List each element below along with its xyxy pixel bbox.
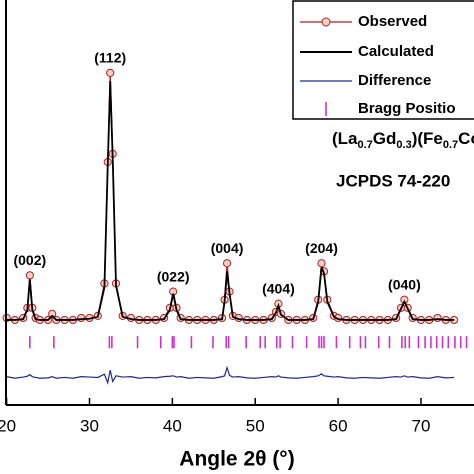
peak-label: (040): [388, 276, 421, 292]
observed-point: [222, 259, 232, 268]
legend-label: Observed: [358, 13, 427, 30]
formula-part: Gd: [373, 129, 397, 148]
formula-part: Co: [458, 129, 474, 148]
peak-label: (112): [94, 50, 126, 66]
formula-subscript: 0.7: [358, 139, 373, 151]
observed-point: [48, 309, 57, 318]
formula-part: )(Fe: [412, 129, 443, 148]
reference: JCPDS 74-220: [336, 171, 450, 190]
formula-subscript: 0.7: [443, 139, 458, 151]
peak-label: (002): [13, 252, 46, 268]
calculated-line: [6, 80, 455, 321]
observed-point: [77, 313, 86, 323]
x-tick-label: 60: [329, 416, 348, 435]
formula-subscript: 0.3: [396, 139, 411, 151]
peak-label: (204): [305, 240, 338, 256]
observed-point: [25, 271, 34, 280]
observed-point: [433, 313, 442, 323]
observed-point: [317, 259, 326, 268]
x-tick-label: 50: [246, 416, 265, 435]
x-tick-label: 30: [80, 416, 99, 435]
peak-label: (404): [262, 280, 295, 296]
formula-part: (La: [332, 129, 358, 148]
x-axis-label: Angle 2θ (°): [179, 448, 294, 471]
observed-point: [106, 68, 115, 78]
legend-label: Difference: [358, 72, 431, 89]
legend: Observed Calculated Difference Bragg Positi…: [292, 0, 474, 120]
x-tick-label: 70: [412, 416, 431, 435]
difference-line: [6, 365, 455, 385]
legend-label: Calculated: [358, 43, 434, 60]
formula: (La0.7Gd0.3)(Fe0.7Co0.3)O3: [332, 129, 474, 150]
legend-label: Bragg Positio: [358, 100, 456, 117]
legend-marker: [321, 17, 331, 27]
peak-label: (004): [211, 240, 244, 256]
peak-label: (022): [157, 268, 190, 284]
plot-area: (002) (112) (022) (004) (404) (204) (040): [2, 50, 468, 385]
x-tick-label: 20: [0, 416, 16, 435]
x-tick-label: 40: [163, 416, 182, 435]
